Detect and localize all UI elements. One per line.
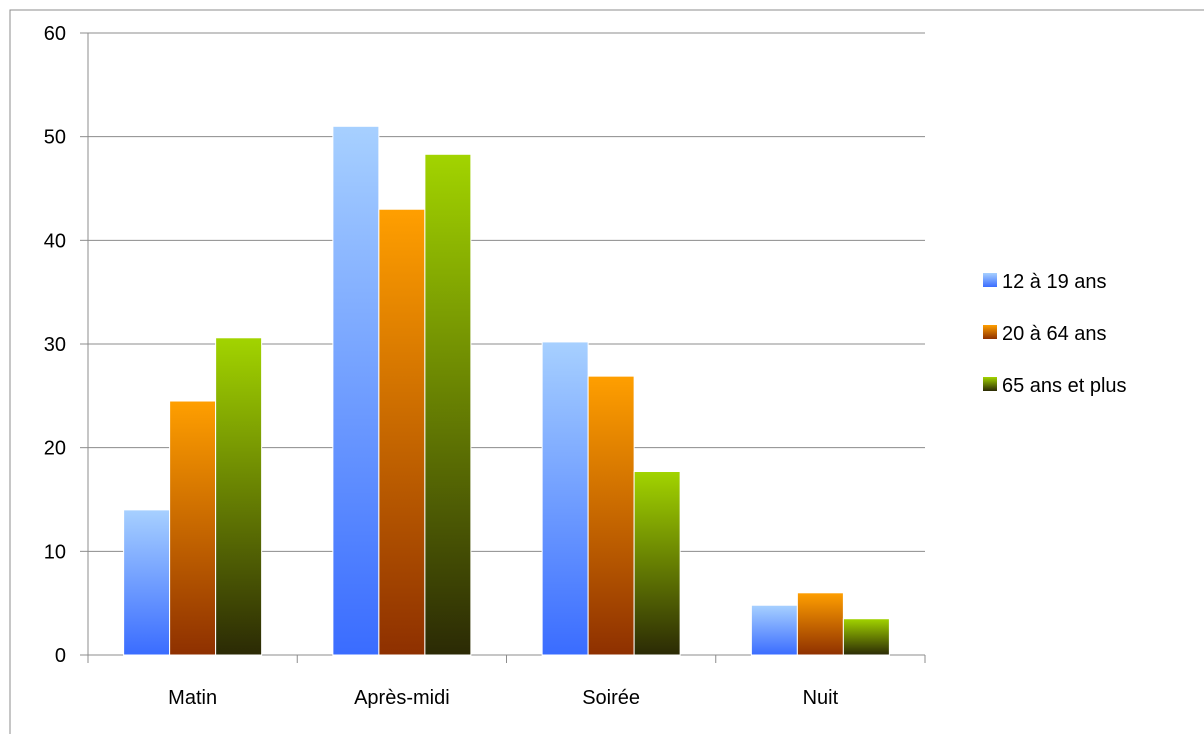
- bar-2-1: [169, 400, 217, 656]
- y-tick-label: 20: [44, 438, 66, 460]
- y-tick-label: 60: [44, 23, 66, 45]
- bar-1-1: [123, 509, 171, 656]
- x-tick-label: Soirée: [582, 687, 640, 709]
- legend-swatch: [983, 377, 997, 391]
- x-tick-label: Nuit: [803, 687, 839, 709]
- legend-label: 20 à 64 ans: [1002, 323, 1107, 345]
- bar-1-3: [541, 341, 589, 656]
- bar-3-2: [424, 153, 472, 656]
- y-tick-label: 50: [44, 127, 66, 149]
- x-tick-label: Après-midi: [354, 687, 450, 709]
- legend-swatch: [983, 325, 997, 339]
- y-tick-label: 30: [44, 334, 66, 356]
- bar-2-4: [796, 592, 844, 656]
- bar-3-3: [633, 471, 681, 656]
- bar-3-1: [215, 337, 263, 656]
- bars: [123, 125, 890, 656]
- bar-3-4: [842, 618, 890, 656]
- legend-label: 12 à 19 ans: [1002, 271, 1107, 293]
- y-tick-label: 10: [44, 541, 66, 563]
- y-tick-label: 0: [55, 645, 66, 667]
- bar-2-2: [378, 208, 426, 656]
- legend-label: 65 ans et plus: [1002, 375, 1127, 397]
- bar-1-2: [332, 125, 380, 656]
- bar-2-3: [587, 375, 635, 656]
- legend-swatch: [983, 273, 997, 287]
- x-tick-label: Matin: [168, 687, 217, 709]
- y-tick-label: 40: [44, 230, 66, 252]
- legend: 12 à 19 ans 20 à 64 ans 65 ans et plus: [983, 271, 1127, 397]
- bar-1-4: [750, 604, 798, 656]
- tick-labels: 0 10 20 30 40 50 60 Matin Après-midi Soirée Nuit: [44, 23, 839, 709]
